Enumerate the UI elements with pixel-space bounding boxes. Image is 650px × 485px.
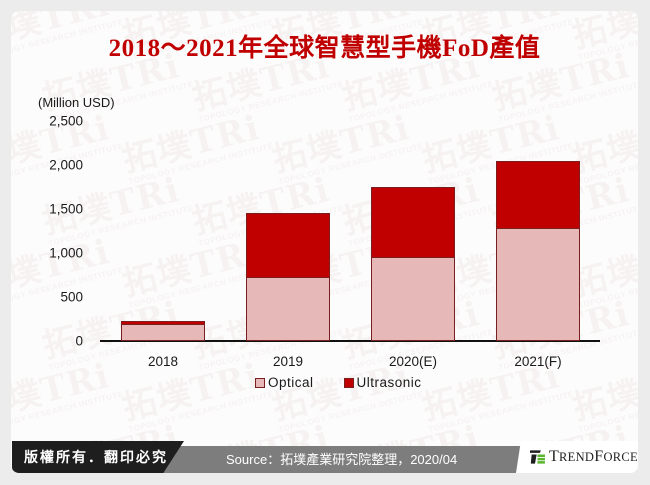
y-tick-label: 0 xyxy=(75,333,83,349)
legend-label-ultrasonic: Ultrasonic xyxy=(356,375,422,390)
bar-segment-ultrasonic xyxy=(246,213,330,277)
y-tick-label: 2,500 xyxy=(49,113,83,129)
trendforce-logo-icon xyxy=(530,450,545,464)
legend-swatch-optical xyxy=(255,377,265,388)
trendforce-logo: TRENDFORCE xyxy=(516,441,638,473)
source-note: Source：拓墣產業研究院整理，2020/04 xyxy=(141,446,536,473)
y-tick-label: 1,000 xyxy=(49,245,83,261)
y-axis-unit-label: (Million USD) xyxy=(38,95,115,110)
legend-item-ultrasonic: Ultrasonic xyxy=(343,375,422,390)
legend-label-optical: Optical xyxy=(268,375,314,390)
trendforce-logo-text: TRENDFORCE xyxy=(548,448,638,465)
chart-legend: Optical Ultrasonic xyxy=(255,375,422,390)
y-tick-label: 500 xyxy=(60,289,83,305)
copyright-notice: 版權所有．翻印必究 xyxy=(12,441,184,473)
y-tick-label: 1,500 xyxy=(49,201,83,217)
bar-segment-ultrasonic xyxy=(121,320,205,325)
legend-item-optical: Optical xyxy=(255,375,314,390)
legend-swatch-ultrasonic xyxy=(343,377,354,388)
x-axis-line xyxy=(100,340,600,342)
bar-segment-ultrasonic xyxy=(371,187,455,257)
chart-title: 2018～2021年全球智慧型手機FoD產值 xyxy=(108,35,541,62)
x-tick-label: 2021(F) xyxy=(514,354,562,369)
x-tick-label: 2020(E) xyxy=(388,354,438,369)
x-tick-label: 2019 xyxy=(272,354,304,369)
bar-segment-optical xyxy=(121,324,205,341)
y-tick-label: 2,000 xyxy=(49,157,83,173)
bar-segment-optical xyxy=(371,256,455,341)
bar-segment-optical xyxy=(246,276,330,341)
chart-card: 拓墣TRi TOPOLOGY RESEARCH INSTITUTE 拓墣TRi TOP… xyxy=(11,11,638,473)
x-tick-label: 2018 xyxy=(147,354,179,369)
footer-bar: Source：拓墣產業研究院整理，2020/04 版權所有．翻印必究 TREND… xyxy=(11,441,638,473)
bar-segment-optical xyxy=(496,228,580,341)
bar-segment-ultrasonic xyxy=(496,161,580,229)
